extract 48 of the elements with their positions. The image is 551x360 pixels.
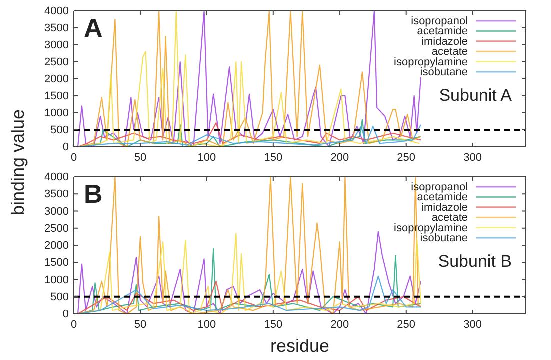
legend-label: imidazole bbox=[422, 202, 468, 214]
x-tick-label: 250 bbox=[397, 318, 416, 331]
y-tick-label: 0 bbox=[62, 142, 69, 154]
x-tick-label: 50 bbox=[134, 152, 147, 164]
y-tick-label: 1000 bbox=[44, 108, 69, 120]
annotation: B bbox=[84, 179, 103, 209]
x-tick-label: 0 bbox=[70, 318, 78, 331]
x-tick-label: 150 bbox=[264, 318, 283, 331]
y-tick-label: 2500 bbox=[44, 222, 69, 235]
legend-label: isopropylamine bbox=[394, 56, 468, 68]
y-tick-label: 2000 bbox=[44, 240, 69, 252]
y-tick-label: 1500 bbox=[44, 257, 69, 270]
y-tick-label: 3500 bbox=[44, 22, 69, 35]
y-tick-label: 500 bbox=[50, 291, 69, 304]
x-tick-label: 150 bbox=[264, 152, 283, 164]
legend-label: acetate bbox=[432, 212, 468, 224]
y-tick-label: 4000 bbox=[44, 6, 69, 18]
legend-label: acetate bbox=[432, 46, 468, 58]
legend-label: isopropanol bbox=[411, 16, 468, 28]
x-tick-label: 100 bbox=[198, 152, 216, 164]
legend-label: acetamide bbox=[417, 192, 468, 204]
y-tick-label: 3500 bbox=[44, 188, 69, 201]
annotation: A bbox=[84, 13, 103, 43]
legend-label: isobutane bbox=[420, 232, 468, 244]
legend-label: isobutane bbox=[420, 66, 468, 78]
y-tick-label: 4000 bbox=[44, 172, 69, 184]
x-tick-label: 250 bbox=[397, 152, 416, 164]
legend-label: acetamide bbox=[417, 26, 468, 38]
x-tick-label: 100 bbox=[198, 318, 216, 331]
x-tick-label: 0 bbox=[70, 152, 78, 164]
y-tick-label: 2500 bbox=[44, 56, 69, 69]
x-axis-title: residue bbox=[270, 336, 330, 356]
x-tick-label: 200 bbox=[330, 318, 350, 331]
x-tick-label: 300 bbox=[464, 318, 482, 331]
y-tick-label: 500 bbox=[50, 124, 69, 137]
y-tick-label: 0 bbox=[62, 308, 69, 321]
legend-label: imidazole bbox=[422, 36, 468, 48]
annotation: Subunit B bbox=[438, 252, 512, 271]
y-tick-label: 1500 bbox=[44, 90, 69, 103]
y-tick-label: 2000 bbox=[44, 74, 69, 86]
annotation: Subunit A bbox=[439, 86, 513, 105]
x-tick-label: 200 bbox=[330, 152, 350, 164]
x-tick-label: 300 bbox=[464, 152, 482, 164]
y-axis-title: binding value bbox=[8, 109, 28, 216]
x-tick-label: 50 bbox=[134, 318, 147, 331]
y-tick-label: 3000 bbox=[44, 206, 69, 218]
y-tick-label: 3000 bbox=[44, 40, 69, 52]
y-tick-label: 1000 bbox=[44, 274, 69, 286]
